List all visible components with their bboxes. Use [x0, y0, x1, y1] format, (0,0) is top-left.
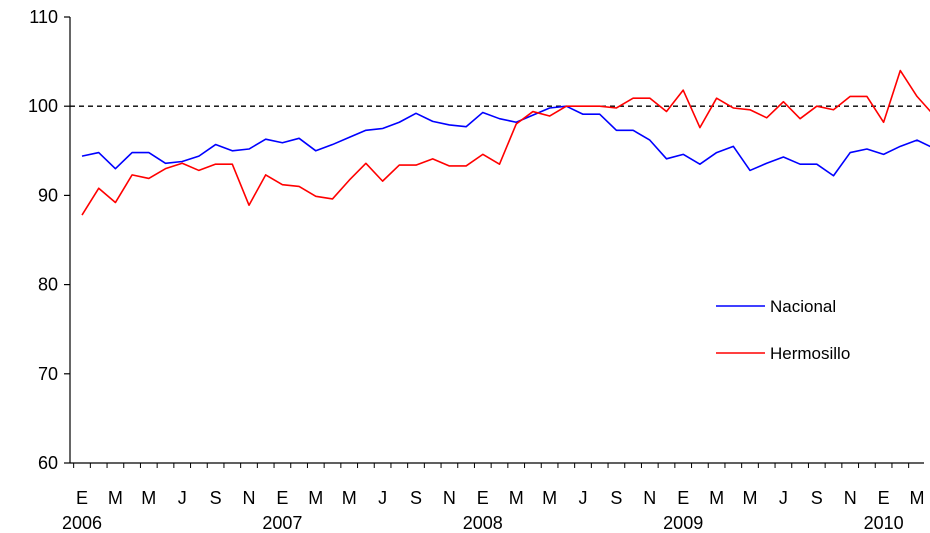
x-tick-label-month: S [610, 488, 622, 508]
x-tick-label-month: E [878, 488, 890, 508]
x-tick-label-month: J [178, 488, 187, 508]
x-tick-label-month: M [342, 488, 357, 508]
x-tick-label-month: N [643, 488, 656, 508]
x-tick-label-month: M [542, 488, 557, 508]
legend-label-hermosillo: Hermosillo [770, 344, 850, 363]
legend: Nacional Hermosillo [716, 297, 850, 363]
x-tick-label-year: 2009 [663, 513, 703, 533]
x-tick-label-year: 2010 [864, 513, 904, 533]
x-tick-label-month: M [108, 488, 123, 508]
x-tick-label-month: E [477, 488, 489, 508]
x-tick-label-month: M [743, 488, 758, 508]
y-tick-label: 100 [28, 96, 58, 116]
series-line-hermosillo [81, 69, 930, 216]
x-tick-label-month: S [811, 488, 823, 508]
y-tick-label: 110 [29, 7, 58, 27]
x-tick-label-month: M [509, 488, 524, 508]
x-tick-label-month: N [844, 488, 857, 508]
series-group [81, 69, 930, 216]
x-tick-label-year: 2007 [262, 513, 302, 533]
x-tick-label-month: J [378, 488, 387, 508]
x-tick-label-month: N [443, 488, 456, 508]
legend-label-nacional: Nacional [770, 297, 836, 316]
y-ticks: 60 70 80 90 100 110 [28, 7, 70, 473]
y-tick-label: 80 [38, 275, 58, 295]
y-tick-label: 70 [38, 364, 58, 384]
y-axis: 60 70 80 90 100 110 [28, 7, 71, 473]
x-tick-label-month: S [410, 488, 422, 508]
legend-item-hermosillo: Hermosillo [716, 344, 850, 363]
x-tick-label-month: M [141, 488, 156, 508]
x-tick-label-month: M [308, 488, 323, 508]
x-tick-label-month: N [243, 488, 256, 508]
x-tick-label-month: E [76, 488, 88, 508]
x-tick-label-month: J [579, 488, 588, 508]
y-tick-label: 60 [38, 453, 58, 473]
x-tick-label-month: S [210, 488, 222, 508]
x-tick-label-month: J [779, 488, 788, 508]
legend-item-nacional: Nacional [716, 297, 836, 316]
x-tick-label-year: 2006 [62, 513, 102, 533]
y-tick-label: 90 [38, 185, 58, 205]
x-tick-label-year: 2008 [463, 513, 503, 533]
x-tick-label-month: M [709, 488, 724, 508]
x-tick-label-month: E [677, 488, 689, 508]
series-line-nacional [81, 105, 930, 177]
x-tick-label-month: E [276, 488, 288, 508]
x-tick-label-month: M [910, 488, 925, 508]
